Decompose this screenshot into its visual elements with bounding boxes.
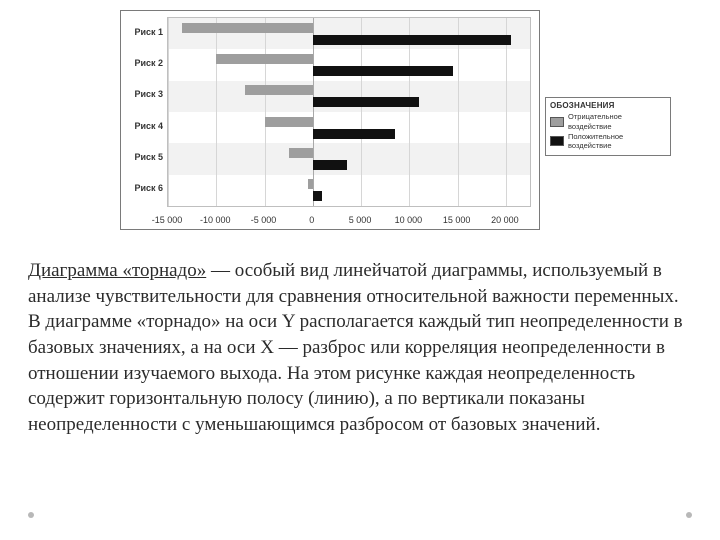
row-band xyxy=(168,175,530,206)
x-axis-label: 5 000 xyxy=(349,215,372,225)
gridline xyxy=(168,18,169,206)
y-axis-label: Риск 3 xyxy=(121,89,163,99)
bar-negative xyxy=(308,179,313,189)
bar-positive xyxy=(313,160,347,170)
x-axis-label: 20 000 xyxy=(491,215,519,225)
x-axis-label: 10 000 xyxy=(395,215,423,225)
legend-label-positive: Положительное воздействие xyxy=(568,132,666,152)
x-axis-label: 0 xyxy=(309,215,314,225)
x-axis-label: -10 000 xyxy=(200,215,231,225)
body-lead: Диаграмма «торнадо» xyxy=(28,260,206,281)
y-axis-label: Риск 6 xyxy=(121,183,163,193)
gridline xyxy=(216,18,217,206)
gridline xyxy=(361,18,362,206)
y-axis-label: Риск 1 xyxy=(121,27,163,37)
decoration-dot xyxy=(28,512,34,518)
bar-negative xyxy=(289,148,313,158)
bar-positive xyxy=(313,66,453,76)
chart-frame: Риск 1 Риск 2 Риск 3 Риск 4 Риск 5 Риск 6 -15… xyxy=(120,10,540,230)
legend-item-negative: Отрицательное воздействие xyxy=(550,112,666,132)
slide: Риск 1 Риск 2 Риск 3 Риск 4 Риск 5 Риск 6 -15… xyxy=(0,0,720,540)
legend-swatch-negative xyxy=(550,117,564,127)
legend-item-positive: Положительное воздействие xyxy=(550,132,666,152)
gridline xyxy=(265,18,266,206)
tornado-chart: Риск 1 Риск 2 Риск 3 Риск 4 Риск 5 Риск 6 -15… xyxy=(120,10,680,230)
gridline xyxy=(458,18,459,206)
y-axis-label: Риск 2 xyxy=(121,58,163,68)
y-axis-label: Риск 5 xyxy=(121,152,163,162)
row-band xyxy=(168,143,530,174)
x-axis-label: -5 000 xyxy=(251,215,277,225)
x-axis-label: 15 000 xyxy=(443,215,471,225)
bar-negative xyxy=(265,117,313,127)
legend-swatch-positive xyxy=(550,136,564,146)
y-axis-label: Риск 4 xyxy=(121,121,163,131)
bar-negative xyxy=(182,23,312,33)
legend-title: ОБОЗНАЧЕНИЯ xyxy=(550,101,666,110)
bar-positive xyxy=(313,129,395,139)
bar-positive xyxy=(313,191,323,201)
bar-positive xyxy=(313,97,419,107)
x-axis-label: -15 000 xyxy=(152,215,183,225)
bar-positive xyxy=(313,35,511,45)
body-rest: — особый вид линейчатой диаграммы, испол… xyxy=(28,260,683,435)
bar-negative xyxy=(216,54,313,64)
legend-label-negative: Отрицательное воздействие xyxy=(568,112,666,132)
bar-negative xyxy=(245,85,313,95)
legend: ОБОЗНАЧЕНИЯ Отрицательное воздействие По… xyxy=(545,97,671,156)
plot-area xyxy=(167,17,531,207)
body-text: Диаграмма «торнадо» — особый вид линейча… xyxy=(28,258,692,437)
gridline xyxy=(313,18,314,206)
gridline xyxy=(409,18,410,206)
decoration-dot xyxy=(686,512,692,518)
gridline xyxy=(506,18,507,206)
